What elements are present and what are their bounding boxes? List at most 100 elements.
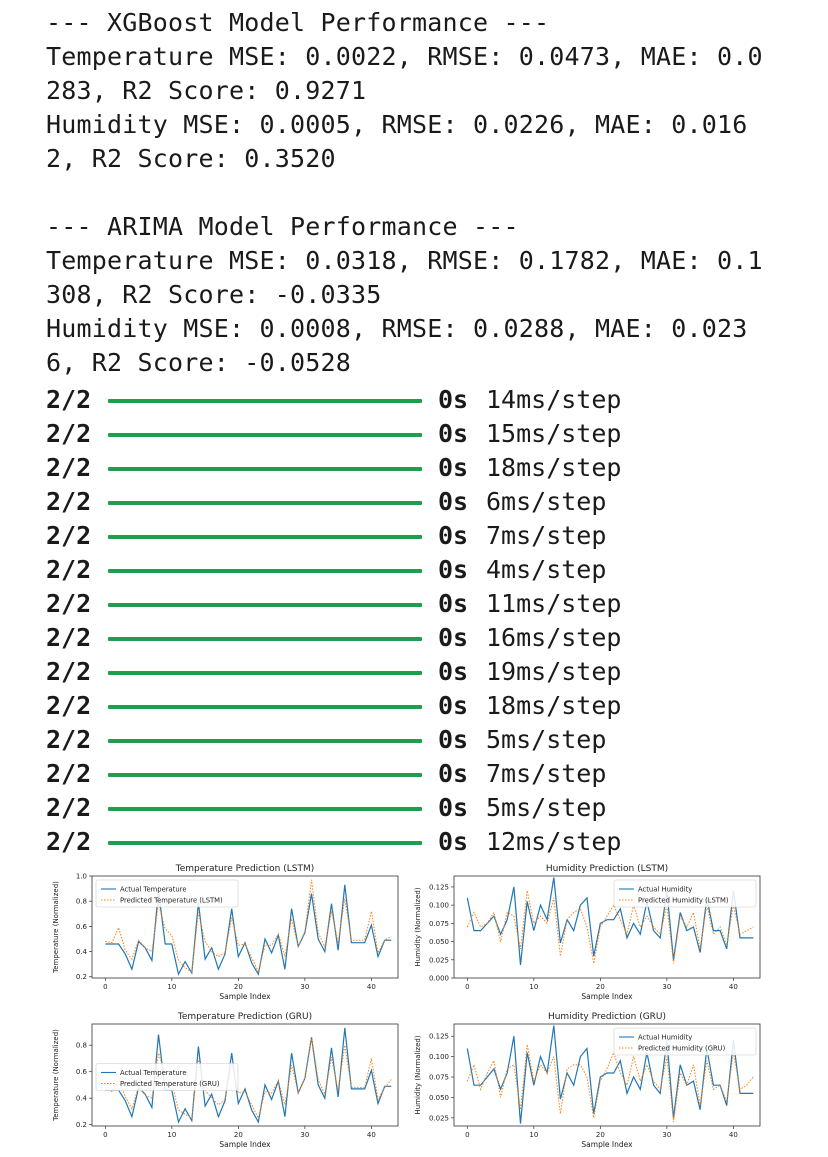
y-axis-label: Temperature (Normalized) (52, 1029, 60, 1122)
progress-step-rate: 14ms/step (486, 385, 622, 414)
chart-legend: Actual Humidity Predicted Humidity (GRU) (613, 1027, 757, 1056)
progress-count: 2/2 (46, 691, 92, 720)
chart-title: Humidity Prediction (LSTM) (546, 864, 668, 874)
y-tick-label: 0.6 (76, 1068, 88, 1076)
chart-legend: Actual Humidity Predicted Humidity (LSTM) (613, 879, 757, 908)
chart-title: Humidity Prediction (GRU) (548, 1012, 666, 1022)
y-tick-label: 0.025 (429, 956, 449, 964)
y-tick-label: 0.125 (429, 1033, 449, 1041)
plot-frame (91, 875, 399, 979)
x-axis-label: Sample Index (581, 992, 633, 1001)
progress-count: 2/2 (46, 759, 92, 788)
y-tick-label: 0.2 (76, 1121, 87, 1129)
progress-step-rate: 5ms/step (486, 725, 607, 754)
progress-time: 0s (438, 419, 469, 448)
progress-count: 2/2 (46, 827, 92, 856)
progress-step-rate: 6ms/step (486, 487, 607, 516)
y-tick-label: 0.4 (76, 1095, 88, 1103)
x-tick-label: 40 (729, 1131, 738, 1139)
progress-bar (108, 739, 422, 743)
y-axis-label: Humidity (Normalized) (414, 887, 422, 966)
chart-temperature-gru: Temperature Prediction (GRU) 0 10 20 30 40 0.2… (50, 1008, 406, 1153)
xgboost-header: --- XGBoost Model Performance --- (46, 8, 550, 37)
series-line (105, 879, 392, 974)
progress-bar (108, 569, 422, 573)
blank-line (46, 176, 816, 210)
progress-time: 0s (438, 725, 469, 754)
y-tick-label: 0.6 (76, 923, 88, 931)
y-tick-label: 0.050 (429, 938, 449, 946)
x-tick-label: 0 (103, 983, 107, 991)
legend-box (613, 1027, 757, 1056)
chart-title: Temperature Prediction (GRU) (177, 1012, 312, 1022)
y-tick-label: 0.8 (76, 898, 87, 906)
legend-label: Predicted Humidity (LSTM) (638, 897, 729, 905)
plot-frame (91, 1023, 399, 1127)
progress-bar (108, 467, 422, 471)
progress-time: 0s (438, 657, 469, 686)
progress-row: 2/2 0s 7ms/step (46, 757, 806, 791)
x-axis-label: Sample Index (581, 1140, 633, 1149)
xgboost-temperature-metrics-cont: 283, R2 Score: 0.9271 (46, 76, 367, 105)
progress-time: 0s (438, 555, 469, 584)
progress-count: 2/2 (46, 453, 92, 482)
progress-bar (108, 637, 422, 641)
y-tick-label: 1.0 (76, 873, 87, 881)
chart-svg: Temperature Prediction (LSTM) 0 10 20 30 40 0.… (52, 864, 399, 1001)
progress-row: 2/2 0s 5ms/step (46, 791, 806, 825)
progress-row: 2/2 0s 18ms/step (46, 689, 806, 723)
progress-row: 2/2 0s 5ms/step (46, 723, 806, 757)
y-tick-label: 0.025 (429, 1114, 449, 1122)
chart-title: Temperature Prediction (LSTM) (175, 864, 314, 874)
xgboost-humidity-metrics-cont: 2, R2 Score: 0.3520 (46, 144, 336, 173)
arima-temperature-metrics: Temperature MSE: 0.0318, RMSE: 0.1782, M… (46, 246, 763, 275)
arima-humidity-metrics: Humidity MSE: 0.0008, RMSE: 0.0288, MAE:… (46, 314, 748, 343)
x-tick-label: 10 (167, 983, 176, 991)
x-tick-label: 20 (234, 983, 243, 991)
x-tick-label: 0 (103, 1131, 107, 1139)
progress-bar (108, 671, 422, 675)
y-tick-label: 0.2 (76, 973, 87, 981)
legend-label: Actual Temperature (120, 1069, 187, 1077)
progress-row: 2/2 0s 6ms/step (46, 485, 806, 519)
chart-svg: Temperature Prediction (GRU) 0 10 20 30 40 0.2… (52, 1012, 399, 1149)
x-tick-label: 10 (529, 1131, 538, 1139)
chart-temperature-lstm: Temperature Prediction (LSTM) 0 10 20 30 40 0.… (50, 860, 406, 1005)
arima-humidity-metrics-cont: 6, R2 Score: -0.0528 (46, 348, 352, 377)
progress-row: 2/2 0s 19ms/step (46, 655, 806, 689)
series-line (105, 1027, 392, 1124)
progress-time: 0s (438, 759, 469, 788)
progress-step-rate: 16ms/step (486, 623, 622, 652)
progress-time: 0s (438, 589, 469, 618)
progress-time: 0s (438, 827, 469, 856)
series-line (466, 890, 754, 964)
progress-count: 2/2 (46, 793, 92, 822)
series-line (466, 1044, 754, 1122)
progress-bar (108, 399, 422, 403)
progress-step-rate: 7ms/step (486, 521, 607, 550)
progress-bar (108, 841, 422, 845)
x-tick-label: 30 (662, 1131, 671, 1139)
x-tick-label: 30 (662, 983, 671, 991)
progress-bar (108, 501, 422, 505)
progress-count: 2/2 (46, 419, 92, 448)
progress-row: 2/2 0s 15ms/step (46, 417, 806, 451)
y-tick-label: 0.050 (429, 1094, 449, 1102)
series-line (466, 1025, 754, 1124)
y-axis-label: Temperature (Normalized) (52, 881, 60, 974)
console-output: --- XGBoost Model Performance --- Temper… (46, 6, 816, 380)
plot-frame (453, 875, 761, 979)
chart-svg: Humidity Prediction (GRU) 0 10 20 30 40 0.025 0… (414, 1012, 761, 1149)
progress-time: 0s (438, 623, 469, 652)
chart-legend: Actual Temperature Predicted Temperature … (95, 1063, 239, 1091)
progress-row: 2/2 0s 12ms/step (46, 825, 806, 859)
legend-label: Actual Temperature (120, 886, 187, 894)
x-tick-label: 30 (300, 983, 309, 991)
progress-step-rate: 4ms/step (486, 555, 607, 584)
legend-label: Predicted Humidity (GRU) (638, 1045, 726, 1053)
y-tick-label: 0.075 (429, 920, 449, 928)
x-tick-label: 40 (367, 1131, 376, 1139)
progress-time: 0s (438, 691, 469, 720)
progress-count: 2/2 (46, 725, 92, 754)
progress-count: 2/2 (46, 385, 92, 414)
